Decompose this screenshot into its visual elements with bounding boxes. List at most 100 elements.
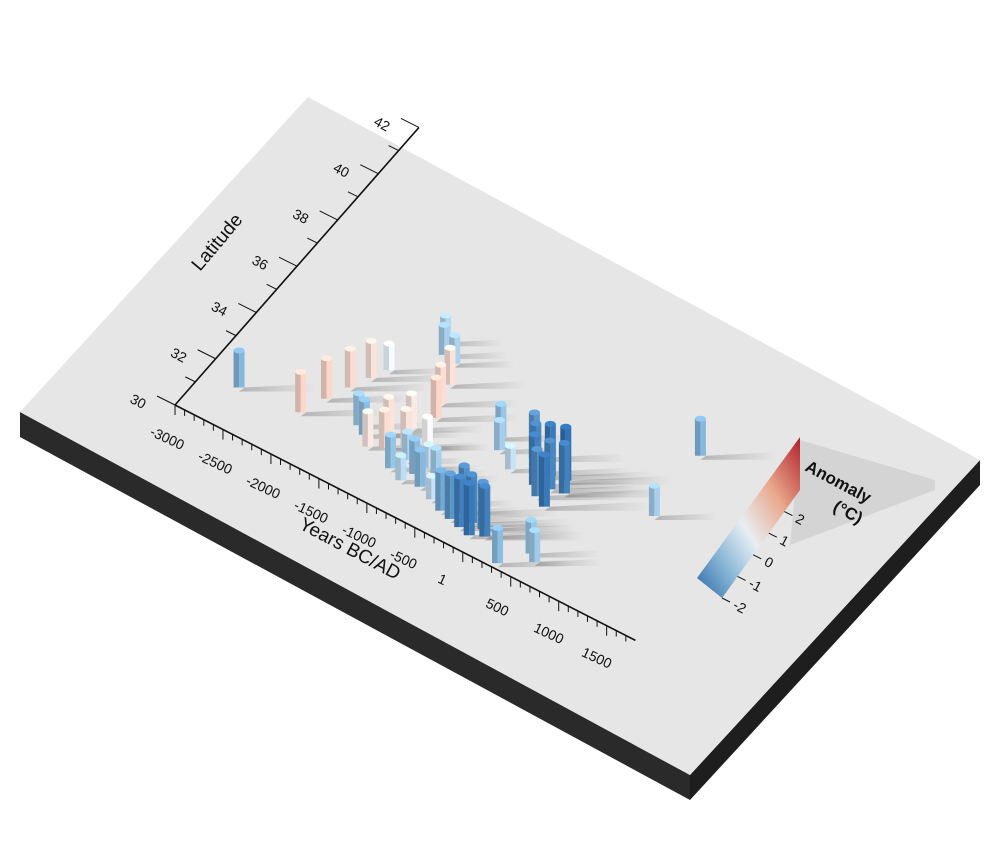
bar-top xyxy=(344,345,356,352)
bar-right-face xyxy=(239,350,245,388)
data-bar xyxy=(444,344,456,385)
bar-right-face xyxy=(450,347,456,385)
bar-top xyxy=(430,374,442,381)
y-tick xyxy=(266,283,277,290)
bar-top xyxy=(395,452,407,459)
data-bar xyxy=(454,473,466,528)
bar-right-face xyxy=(700,418,706,456)
bar-top xyxy=(435,361,447,368)
bar-left-face xyxy=(423,444,429,468)
bar-top xyxy=(493,417,505,424)
bar-left-face xyxy=(321,358,327,399)
bar-top xyxy=(414,446,426,453)
data-bar xyxy=(558,439,570,494)
bar-right-face xyxy=(544,454,550,507)
bar-top xyxy=(409,435,421,442)
data-bar xyxy=(648,482,660,516)
bar-left-face xyxy=(444,473,451,519)
bar-left-face xyxy=(395,455,401,481)
bar-left-face xyxy=(493,420,500,451)
bar-right-face xyxy=(564,442,570,494)
bar-right-face xyxy=(444,324,450,355)
bar-right-face xyxy=(450,473,456,519)
data-bar xyxy=(295,368,307,413)
bar-top xyxy=(531,445,543,452)
data-bar xyxy=(430,374,442,418)
bar-top xyxy=(378,406,390,413)
bar-shadow xyxy=(371,374,447,382)
bar-right-face xyxy=(510,445,517,470)
y-tick xyxy=(278,256,298,267)
legend-colorbar xyxy=(697,437,800,598)
bar-top xyxy=(233,347,245,354)
bar-right-face xyxy=(534,530,541,563)
legend-tick xyxy=(752,554,762,560)
bar-top xyxy=(538,451,550,458)
data-bar xyxy=(378,406,390,449)
bar-right-face xyxy=(405,408,412,446)
bar-right-face xyxy=(371,340,377,378)
data-bar xyxy=(383,340,395,371)
y-tick-label: 32 xyxy=(168,344,189,366)
data-bar xyxy=(694,415,706,456)
data-bar xyxy=(438,321,450,355)
bar-top xyxy=(430,444,442,451)
data-bar xyxy=(463,479,475,536)
bar-top xyxy=(401,428,413,435)
bar-top xyxy=(444,344,456,351)
y-tick xyxy=(347,191,359,198)
bar-right-face xyxy=(499,420,505,451)
data-bar xyxy=(414,446,426,487)
bar-top xyxy=(544,420,556,427)
bar-left-face xyxy=(383,343,390,371)
bar-left-face xyxy=(525,519,532,554)
bar-left-face xyxy=(425,475,432,500)
bar-left-face xyxy=(538,454,545,507)
bar-top xyxy=(353,390,365,397)
bar-top xyxy=(362,408,374,415)
bar-right-face xyxy=(440,470,447,511)
bar-right-face xyxy=(436,447,442,479)
bar-shadow xyxy=(534,453,627,462)
bar-left-face xyxy=(295,371,301,413)
bar-shadow xyxy=(531,550,601,558)
y-tick-label: 42 xyxy=(372,113,393,135)
y-tick xyxy=(197,349,216,360)
y-tick-label: 30 xyxy=(128,391,149,413)
y-tick xyxy=(319,210,338,221)
bar-left-face xyxy=(430,377,437,418)
bar-top xyxy=(383,340,395,347)
bar-top xyxy=(358,396,370,403)
bar-left-face xyxy=(344,348,351,388)
bar-right-face xyxy=(484,485,491,537)
data-bar xyxy=(444,470,456,519)
bar-top xyxy=(648,482,660,489)
y-tick xyxy=(156,395,176,406)
bars-layer xyxy=(233,312,706,564)
data-bar xyxy=(233,347,245,388)
bar-right-face xyxy=(497,527,504,564)
bar-left-face xyxy=(430,447,437,479)
bar-shadow xyxy=(700,452,777,460)
data-bar xyxy=(425,472,437,500)
data-bar xyxy=(430,444,442,479)
bar-right-face xyxy=(350,348,356,388)
data-bar xyxy=(395,452,407,481)
bar-right-face xyxy=(400,455,407,481)
bar-top xyxy=(365,337,377,344)
bar-top xyxy=(530,420,542,427)
data-bar xyxy=(435,467,447,511)
bar-left-face xyxy=(362,411,368,447)
bar-top xyxy=(383,393,395,400)
bar-top xyxy=(463,479,475,486)
bar-left-face xyxy=(444,347,451,385)
bar-left-face xyxy=(529,530,535,563)
bar-top xyxy=(449,332,461,339)
data-bar xyxy=(362,408,374,447)
data-bar xyxy=(492,524,504,564)
bar-top xyxy=(529,527,541,534)
bar-top xyxy=(492,524,504,531)
bar-left-face xyxy=(531,448,537,497)
